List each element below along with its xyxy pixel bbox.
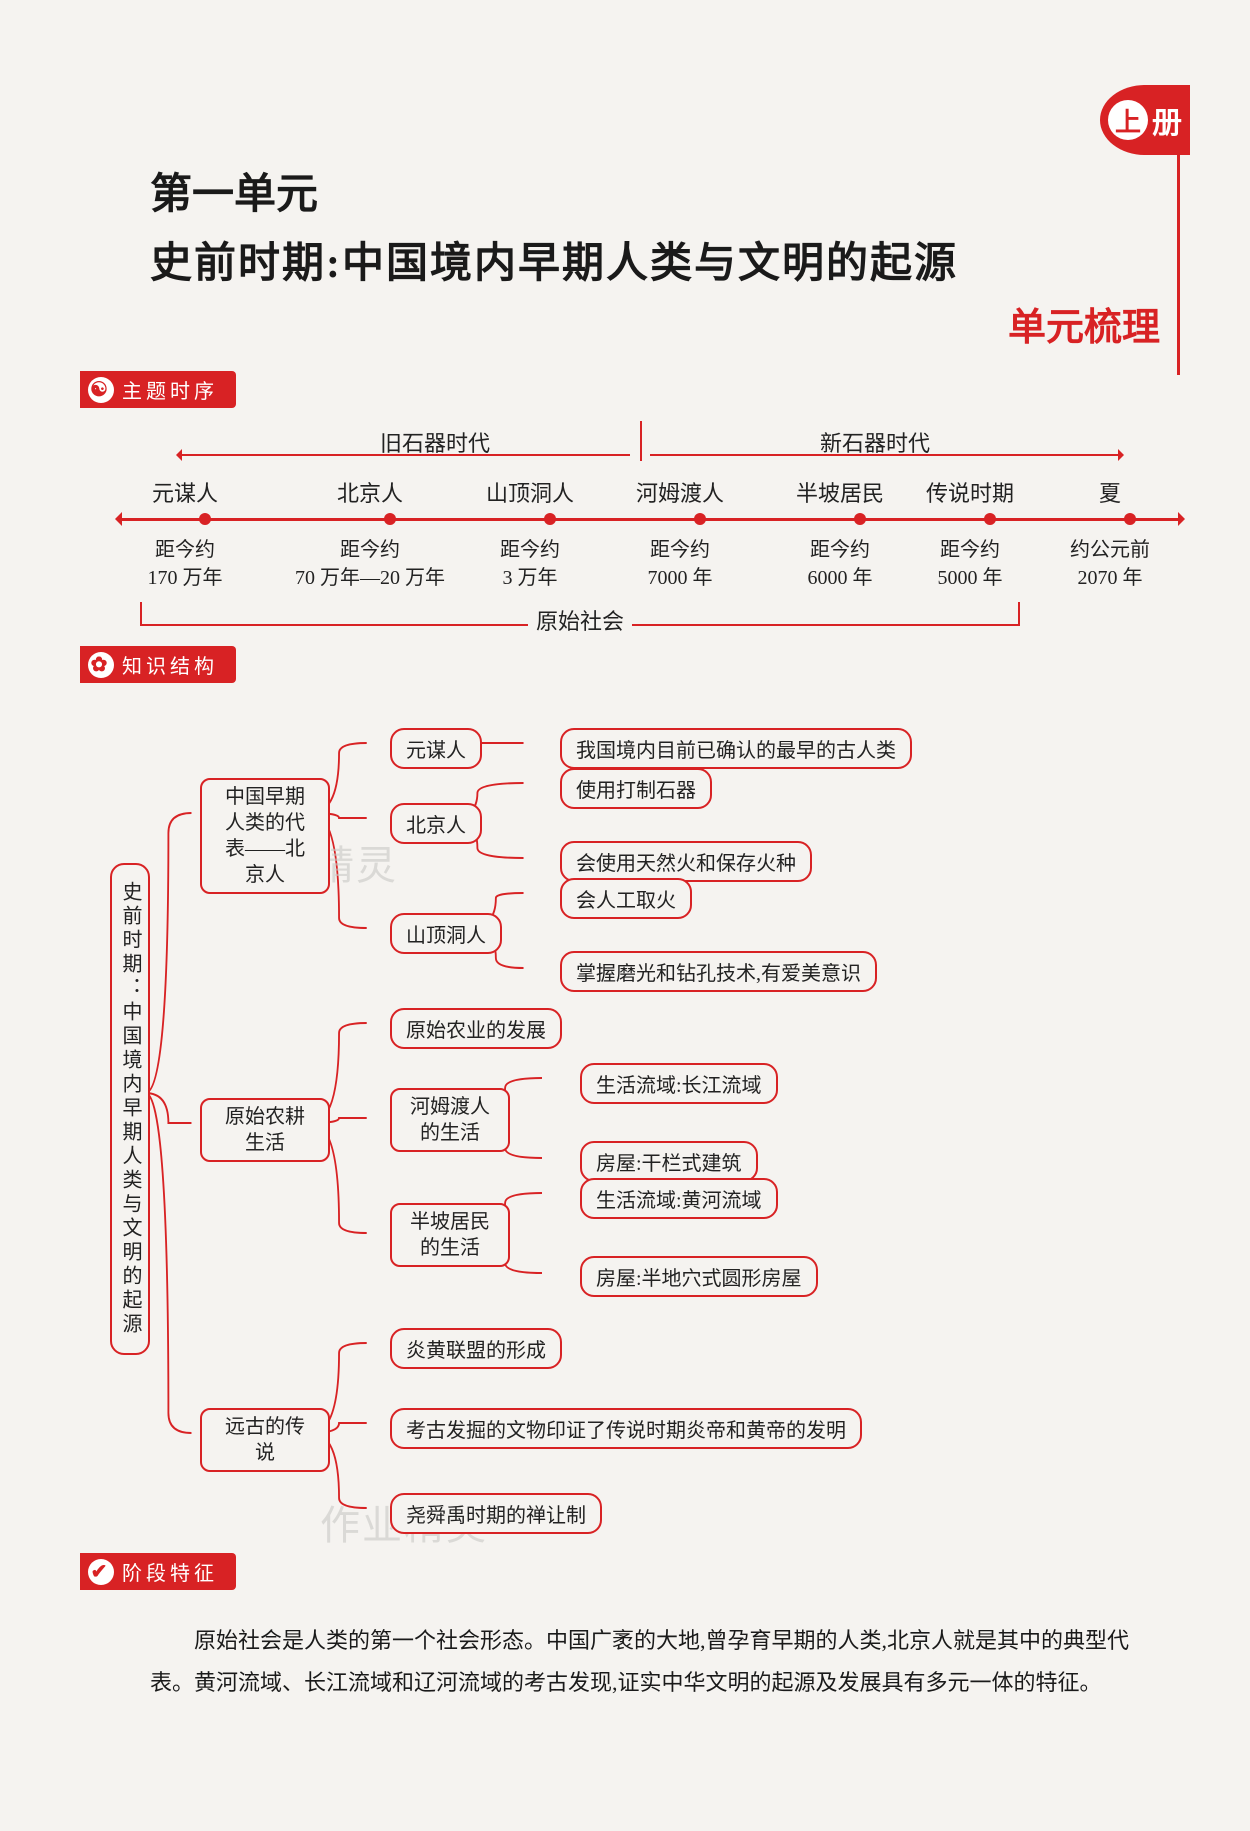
- unit-number: 第一单元: [150, 160, 1190, 221]
- tree-node: 半坡居民的生活: [390, 1203, 510, 1267]
- timeline-point-name: 半坡居民: [796, 476, 884, 508]
- tree-leaf: 房屋:半地穴式圆形房屋: [580, 1256, 818, 1297]
- timeline-point-name: 传说时期: [926, 476, 1014, 508]
- tree-leaf: 炎黄联盟的形成: [390, 1328, 562, 1369]
- volume-circle: 上: [1108, 100, 1148, 140]
- timeline-dot: [384, 513, 396, 525]
- tree-leaf: 房屋:干栏式建筑: [580, 1141, 758, 1182]
- timeline-point-date: 距今约3 万年: [500, 536, 560, 592]
- timeline-point-date: 距今约170 万年: [148, 536, 223, 592]
- tree-leaf: 使用打制石器: [560, 768, 712, 809]
- tree-leaf: 生活流域:黄河流域: [580, 1178, 778, 1219]
- era-arrow-right: [650, 454, 1120, 456]
- feature-paragraph: 原始社会是人类的第一个社会形态。中国广袤的大地,曾孕育早期的人类,北京人就是其中…: [150, 1620, 1130, 1704]
- tree-node: 北京人: [390, 803, 482, 844]
- tree-leaf: 考古发掘的文物印证了传说时期炎帝和黄帝的发明: [390, 1408, 862, 1449]
- check-icon: ✔: [88, 1559, 114, 1585]
- tree-leaf: 原始农业的发展: [390, 1008, 562, 1049]
- tree-root: 史前时期：中国境内早期人类与文明的起源: [110, 863, 150, 1355]
- section-badge-label: 主题时序: [122, 375, 218, 404]
- timeline-point-name: 北京人: [337, 476, 403, 508]
- timeline-point-date: 距今约6000 年: [808, 536, 873, 592]
- page-subtitle: 单元梳理: [150, 296, 1160, 351]
- tree-branch-1: 中国早期人类的代表——北京人: [200, 778, 330, 894]
- knowledge-tree: 作业精灵 作业精灵 史前时期：中国境内早期人类与文明的起源 中国早期人类的代表—…: [90, 723, 1160, 1543]
- tree-leaf: 我国境内目前已确认的最早的古人类: [560, 728, 912, 769]
- section-badge-timeline: ☯ 主题时序: [80, 371, 236, 408]
- tree-node: 元谋人: [390, 728, 482, 769]
- section-badge-feature: ✔ 阶段特征: [80, 1553, 236, 1590]
- tree-leaf: 会人工取火: [560, 878, 692, 919]
- timeline-point-name: 河姆渡人: [636, 476, 724, 508]
- timeline-point-name: 山顶洞人: [486, 476, 574, 508]
- yin-yang-icon: ☯: [88, 377, 114, 403]
- tree-node: 山顶洞人: [390, 913, 502, 954]
- timeline-axis: [120, 518, 1180, 521]
- tree-branch-2: 原始农耕生活: [200, 1098, 330, 1162]
- volume-text: 册: [1152, 98, 1182, 142]
- section-badge-tree: ✿ 知识结构: [80, 646, 236, 683]
- tree-leaf: 会使用天然火和保存火种: [560, 841, 812, 882]
- leaf-icon: ✿: [88, 652, 114, 678]
- tree-node: 河姆渡人的生活: [390, 1088, 510, 1152]
- era-divider: [640, 421, 642, 461]
- tree-leaf: 尧舜禹时期的禅让制: [390, 1493, 602, 1534]
- timeline-dot: [694, 513, 706, 525]
- tree-leaf: 生活流域:长江流域: [580, 1063, 778, 1104]
- section-badge-label: 阶段特征: [122, 1557, 218, 1586]
- timeline-point-date: 距今约5000 年: [938, 536, 1003, 592]
- volume-badge: 上 册: [1100, 85, 1190, 155]
- era-arrow-left: [180, 454, 630, 456]
- timeline-point-date: 距今约7000 年: [648, 536, 713, 592]
- timeline-dot: [199, 513, 211, 525]
- vertical-accent-line: [1177, 155, 1180, 375]
- timeline-dot: [1124, 513, 1136, 525]
- timeline-dot: [544, 513, 556, 525]
- timeline-dot: [854, 513, 866, 525]
- timeline-bracket-label: 原始社会: [528, 604, 632, 636]
- tree-leaf: 掌握磨光和钻孔技术,有爱美意识: [560, 951, 877, 992]
- tree-branch-3: 远古的传说: [200, 1408, 330, 1472]
- timeline-point-date: 距今约70 万年—20 万年: [295, 536, 445, 592]
- timeline-point-name: 夏: [1099, 476, 1121, 508]
- title-block: 第一单元 史前时期:中国境内早期人类与文明的起源 单元梳理: [150, 160, 1190, 351]
- timeline-point-date: 约公元前2070 年: [1070, 536, 1150, 592]
- page-title: 史前时期:中国境内早期人类与文明的起源: [150, 229, 1190, 290]
- timeline-dot: [984, 513, 996, 525]
- section-badge-label: 知识结构: [122, 650, 218, 679]
- timeline-point-name: 元谋人: [152, 476, 218, 508]
- timeline-diagram: 旧石器时代 新石器时代 元谋人北京人山顶洞人河姆渡人半坡居民传说时期夏距今约17…: [100, 426, 1150, 636]
